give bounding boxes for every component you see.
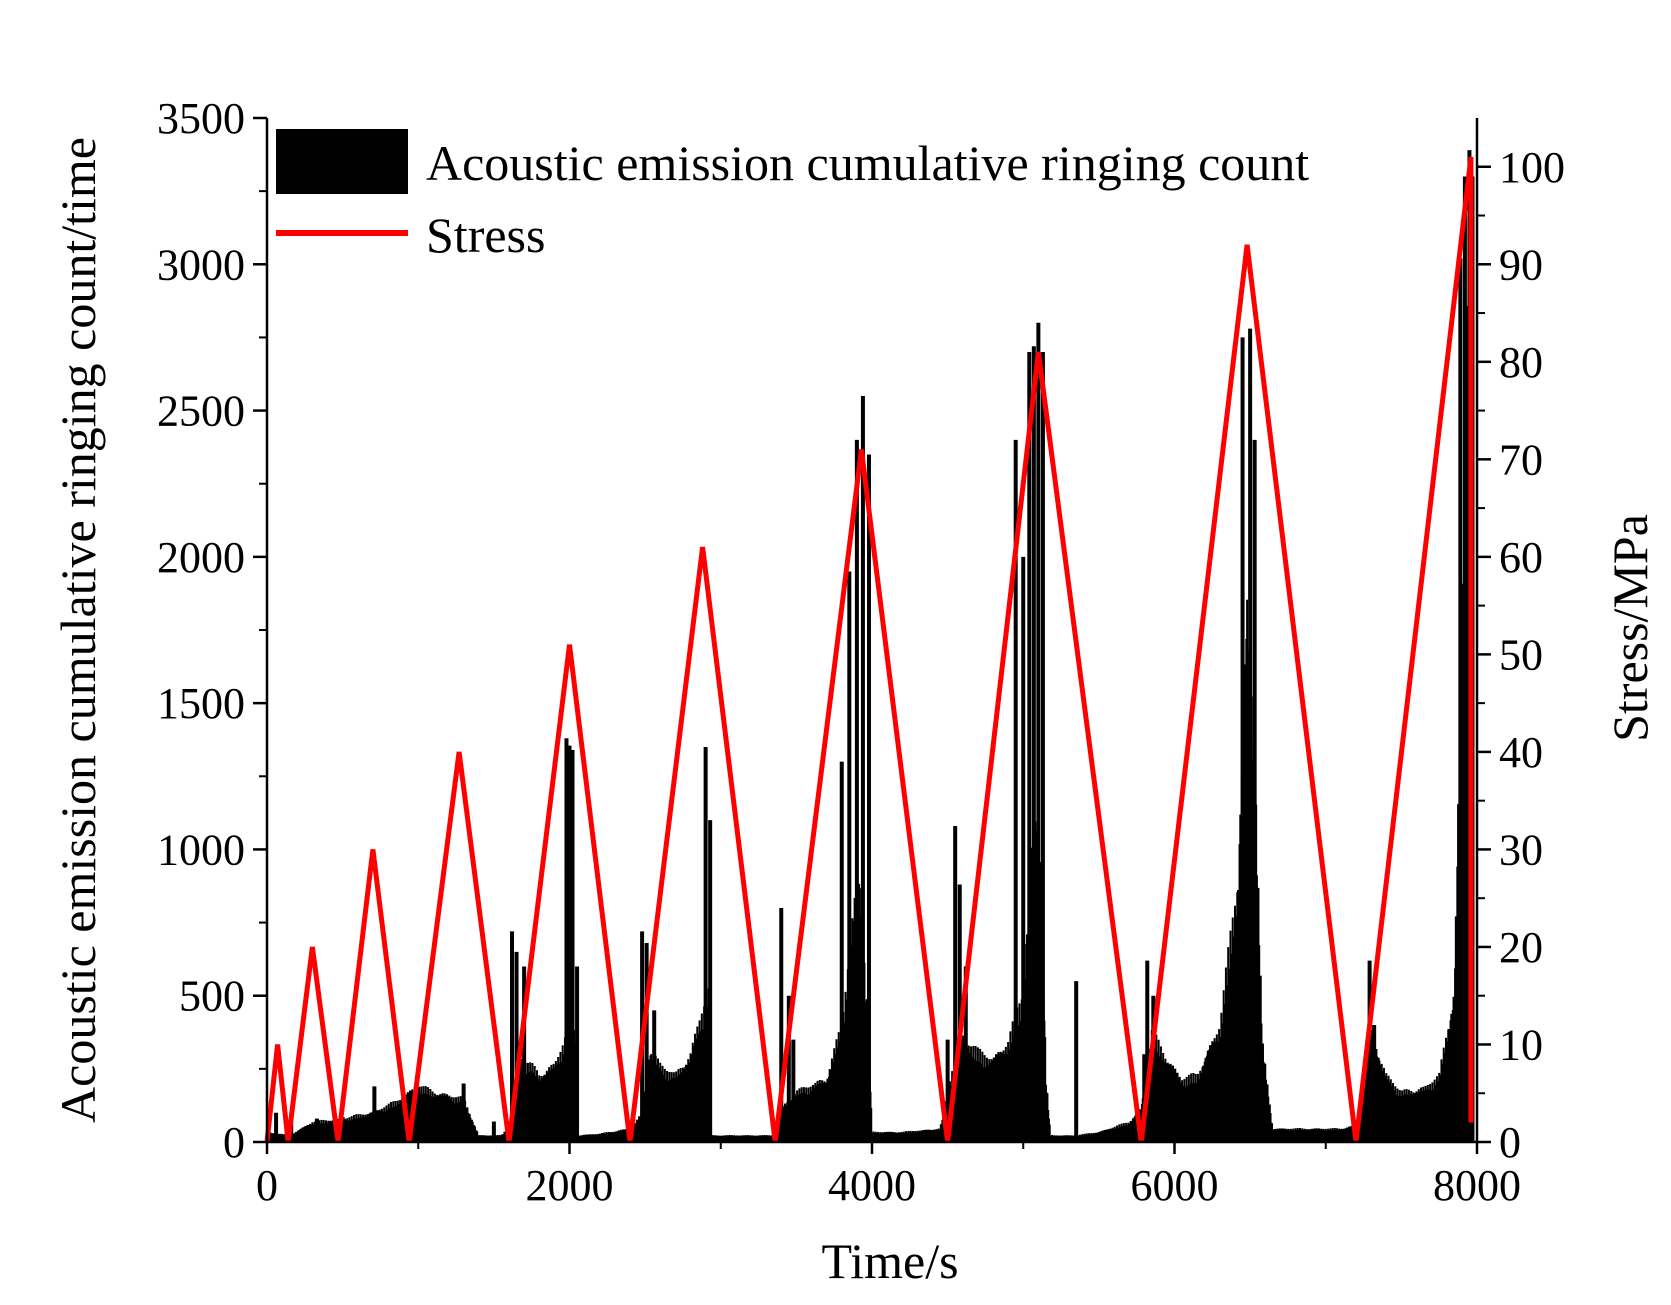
y-axis-title-left: Acoustic emission cumulative ringing cou… [50, 137, 106, 1123]
y-left-tick-label: 1000 [157, 825, 245, 874]
legend: Acoustic emission cumulative ringing cou… [276, 129, 1309, 263]
legend-label-stress: Stress [426, 207, 545, 263]
axes: 0 2000 4000 6000 800005001000150020002500300… [157, 94, 1565, 1210]
y-right-tick-label: 0 [1499, 1118, 1521, 1167]
y-right-tick-label: 10 [1499, 1020, 1543, 1069]
y-right-tick-label: 50 [1499, 630, 1543, 679]
legend-label-acoustic-emission: Acoustic emission cumulative ringing cou… [426, 135, 1309, 191]
legend-swatch-acoustic-emission [276, 129, 408, 194]
y-axis-title-right: Stress/MPa [1602, 514, 1658, 742]
plot-area [264, 150, 1475, 1143]
y-right-tick-label: 100 [1499, 143, 1565, 192]
y-left-tick-label: 1500 [157, 679, 245, 728]
x-tick-label: 6000 [1131, 1161, 1219, 1210]
y-right-tick-label: 30 [1499, 825, 1543, 874]
y-left-tick-label: 3000 [157, 240, 245, 289]
y-right-tick-label: 60 [1499, 533, 1543, 582]
y-right-tick-label: 70 [1499, 435, 1543, 484]
y-right-tick-label: 40 [1499, 728, 1543, 777]
y-left-tick-label: 500 [179, 972, 245, 1021]
y-left-tick-label: 0 [223, 1118, 245, 1167]
x-axis-title: Time/s [821, 1233, 958, 1289]
x-tick-label: 4000 [828, 1161, 916, 1210]
x-tick-label: 8000 [1433, 1161, 1521, 1210]
y-left-tick-label: 2500 [157, 387, 245, 436]
y-right-tick-label: 80 [1499, 338, 1543, 387]
x-tick-label: 0 [256, 1161, 278, 1210]
y-right-tick-label: 20 [1499, 923, 1543, 972]
y-left-tick-label: 2000 [157, 533, 245, 582]
x-tick-label: 2000 [526, 1161, 614, 1210]
y-right-tick-label: 90 [1499, 240, 1543, 289]
y-left-tick-label: 3500 [157, 94, 245, 143]
